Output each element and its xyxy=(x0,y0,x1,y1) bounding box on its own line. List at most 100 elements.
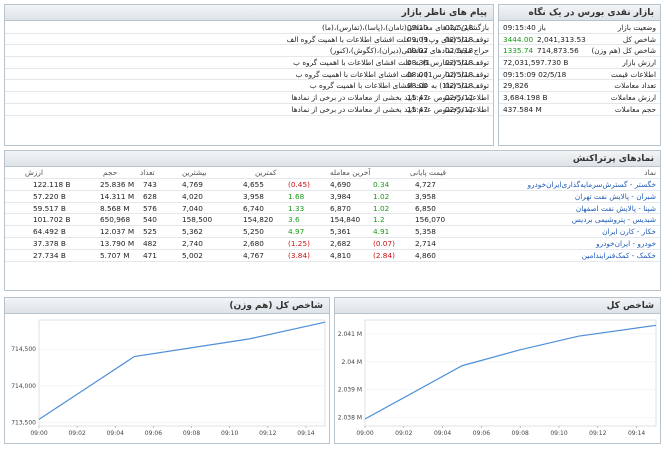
x-tick-label: 09:06 xyxy=(145,430,162,437)
overview-row: وضعیت بازار باز 09:15:40 xyxy=(499,22,660,34)
y-tick-label: 2.04 M xyxy=(342,359,362,366)
column-header-last[interactable]: آخرین معامله xyxy=(330,168,371,177)
y-tick-label: 2.038 M xyxy=(338,415,362,422)
message-item[interactable]: توقف نماد (های وپ1) به علت افشای اطلاعات… xyxy=(5,34,493,46)
x-tick-label: 09:14 xyxy=(297,430,314,437)
overview-row: ارزش معاملات 3,684.198 B xyxy=(499,92,660,104)
high-price: 158,500 xyxy=(182,215,213,225)
symbol-name[interactable]: خودرو - ایران‌خودرو xyxy=(596,238,656,248)
plot-area xyxy=(38,319,326,427)
symbol-name[interactable]: شبدیس - پتروشیمی بردیس xyxy=(571,215,656,225)
message-text: اطلاعیه درخصوص عدم تایید بخشی از معاملات… xyxy=(291,93,489,103)
column-header-value[interactable]: ارزش xyxy=(25,168,43,177)
message-time: 15:47 xyxy=(407,104,429,114)
last-price: 4,690 xyxy=(330,180,351,189)
top-symbols-rows: خگستر - گسترش‌سرمایه‌گذاری‌ایران‌خودرو 4,… xyxy=(5,179,660,262)
x-tick-label: 09:06 xyxy=(473,430,490,437)
symbol-row[interactable]: شبدیس - پتروشیمی بردیس 156,070 1.2 154,840 3… xyxy=(5,214,660,227)
message-date: 02/5/18 xyxy=(445,34,474,44)
overview-value: باز 09:15:40 xyxy=(503,23,546,32)
message-date: 02/5/18 xyxy=(445,81,474,91)
message-item[interactable]: توقف نماد (حفارس1) به علت افشای اطلاعات … xyxy=(5,57,493,69)
symbol-name[interactable]: شپنا - پالایش نفت اصفهان xyxy=(575,203,656,213)
message-text: حراج مجدد نمادهای معاملاتی(دیران)،(کگوش)… xyxy=(329,46,489,56)
last-price-change: (0.45) xyxy=(288,180,310,189)
trade-count: 743 xyxy=(143,180,157,189)
last-price: 5,361 xyxy=(330,227,351,237)
message-date: 02/5/18 xyxy=(445,23,474,32)
trade-value: 101.702 B xyxy=(33,215,71,225)
message-item[interactable]: حراج مجدد نمادهای معاملاتی(دیران)،(کگوش)… xyxy=(5,45,493,58)
symbol-row[interactable]: خودرو - ایران‌خودرو 2,714 (0.07) 2,682 (1.25… xyxy=(5,238,660,250)
final-price-change: (0.07) xyxy=(373,238,395,248)
trade-value: 122.118 B xyxy=(33,180,71,189)
x-tick-label: 09:12 xyxy=(259,430,276,437)
x-tick-label: 09:02 xyxy=(395,430,412,437)
equal-weight-index-plot: 713,500 714,000 714,500 09:00 09:02 09:04 09:0… xyxy=(11,319,326,437)
message-date: 02/5/17 xyxy=(445,93,474,103)
market-messages-panel: پیام های ناظر بازار بازگشایی نمادهای معا… xyxy=(4,4,494,146)
low-price: 4,767 xyxy=(243,250,264,260)
total-index-plot: 2.038 M 2.039 M 2.04 M 2.041 M 09:00 09:02 09:… xyxy=(338,319,657,437)
overview-row: شاخص کل (هم وزن) 714,873.56 1335.74 xyxy=(499,45,660,58)
last-price: 6,870 xyxy=(330,203,351,213)
total-index-chart: شاخص کل 2.038 M 2.039 M 2.04 M 2.041 M 09:00… xyxy=(334,297,661,444)
column-header-count[interactable]: تعداد xyxy=(140,168,155,177)
message-item[interactable]: بازگشایی نمادهای معاملاتی(تامان)،(پاسا)،… xyxy=(5,22,493,34)
trade-count: 482 xyxy=(143,238,157,248)
total-index-title: شاخص کل xyxy=(335,298,660,314)
trade-value: 59.517 B xyxy=(33,203,66,213)
final-price-change: 1.02 xyxy=(373,203,390,213)
last-price-change: 4.97 xyxy=(288,227,305,237)
last-price-change: (3.84) xyxy=(288,250,310,260)
final-price: 2,714 xyxy=(415,238,436,248)
symbol-name[interactable]: خکمک - کمک‌فنرایندامین xyxy=(581,250,656,260)
overview-label: حجم معاملات xyxy=(614,104,656,114)
symbol-name[interactable]: خگستر - گسترش‌سرمایه‌گذاری‌ایران‌خودرو xyxy=(527,180,657,189)
x-tick-label: 09:10 xyxy=(550,430,567,437)
message-text: توقف نماد (های وپ1) به علت افشای اطلاعات… xyxy=(286,34,489,44)
y-tick-label: 2.041 M xyxy=(338,331,362,338)
overview-value: 3,684.198 B xyxy=(503,93,548,103)
symbol-row[interactable]: شبران - پالایش نفت تهران 3,958 1.02 3,984 1.… xyxy=(5,191,660,203)
symbol-row[interactable]: خگستر - گسترش‌سرمایه‌گذاری‌ایران‌خودرو 4,… xyxy=(5,179,660,191)
low-price: 4,655 xyxy=(243,180,264,189)
overview-label: تعداد معاملات xyxy=(614,81,656,91)
last-price-change: 1.68 xyxy=(288,191,305,201)
column-header-high[interactable]: بیشترین xyxy=(182,168,207,177)
trade-count: 576 xyxy=(143,203,157,213)
last-price: 3,984 xyxy=(330,191,351,201)
column-header-low[interactable]: کمترین xyxy=(255,168,277,177)
symbol-row[interactable]: خکار - کارن ایران 5,358 4.91 5,361 4.97 5,250… xyxy=(5,226,660,238)
overview-row: تعداد معاملات 29,826 xyxy=(499,80,660,93)
message-item[interactable]: توقف نماد (ما1) به علت افشای اطلاعات با … xyxy=(5,80,493,93)
final-price-change: 1.2 xyxy=(373,215,385,225)
trade-count: 525 xyxy=(143,227,157,237)
message-item[interactable]: توقف نماد (تفارس1) به علت افشای اطلاعات … xyxy=(5,69,493,81)
overview-label: وضعیت بازار xyxy=(617,23,656,32)
column-header-volume[interactable]: حجم xyxy=(103,168,118,177)
final-price: 3,958 xyxy=(415,191,436,201)
symbol-name[interactable]: شبران - پالایش نفت تهران xyxy=(574,191,656,201)
symbol-row[interactable]: شپنا - پالایش نفت اصفهان 6,850 1.02 6,870 1.… xyxy=(5,203,660,215)
low-price: 5,250 xyxy=(243,227,264,237)
y-tick-label: 2.039 M xyxy=(338,387,362,394)
y-tick-label: 714,500 xyxy=(11,346,36,353)
message-text: توقف نماد (ما1) به علت افشای اطلاعات با … xyxy=(309,81,489,91)
last-price-change: 1.33 xyxy=(288,203,305,213)
trade-volume: 8.568 M xyxy=(100,203,130,213)
index-series-line xyxy=(364,324,657,420)
column-header-name[interactable]: نماد xyxy=(644,168,656,177)
trade-volume: 650,968 xyxy=(100,215,131,225)
symbol-row[interactable]: خکمک - کمک‌فنرایندامین 4,860 (2.84) 4,810 (3… xyxy=(5,250,660,262)
symbol-name[interactable]: خکار - کارن ایران xyxy=(602,227,656,237)
message-time: 08:00 xyxy=(407,81,429,91)
last-price-change: 3.6 xyxy=(288,215,300,225)
x-tick-label: 09:08 xyxy=(183,430,200,437)
message-time: 09:10 xyxy=(407,23,429,32)
column-header-final[interactable]: قیمت پایانی xyxy=(410,168,447,177)
trade-value: 57.220 B xyxy=(33,191,66,201)
message-item[interactable]: اطلاعیه درخصوص عدم تایید بخشی از معاملات… xyxy=(5,104,493,116)
message-item[interactable]: اطلاعیه درخصوص عدم تایید بخشی از معاملات… xyxy=(5,92,493,104)
message-text: توقف نماد (حفارس1) به علت افشای اطلاعات … xyxy=(293,58,489,68)
